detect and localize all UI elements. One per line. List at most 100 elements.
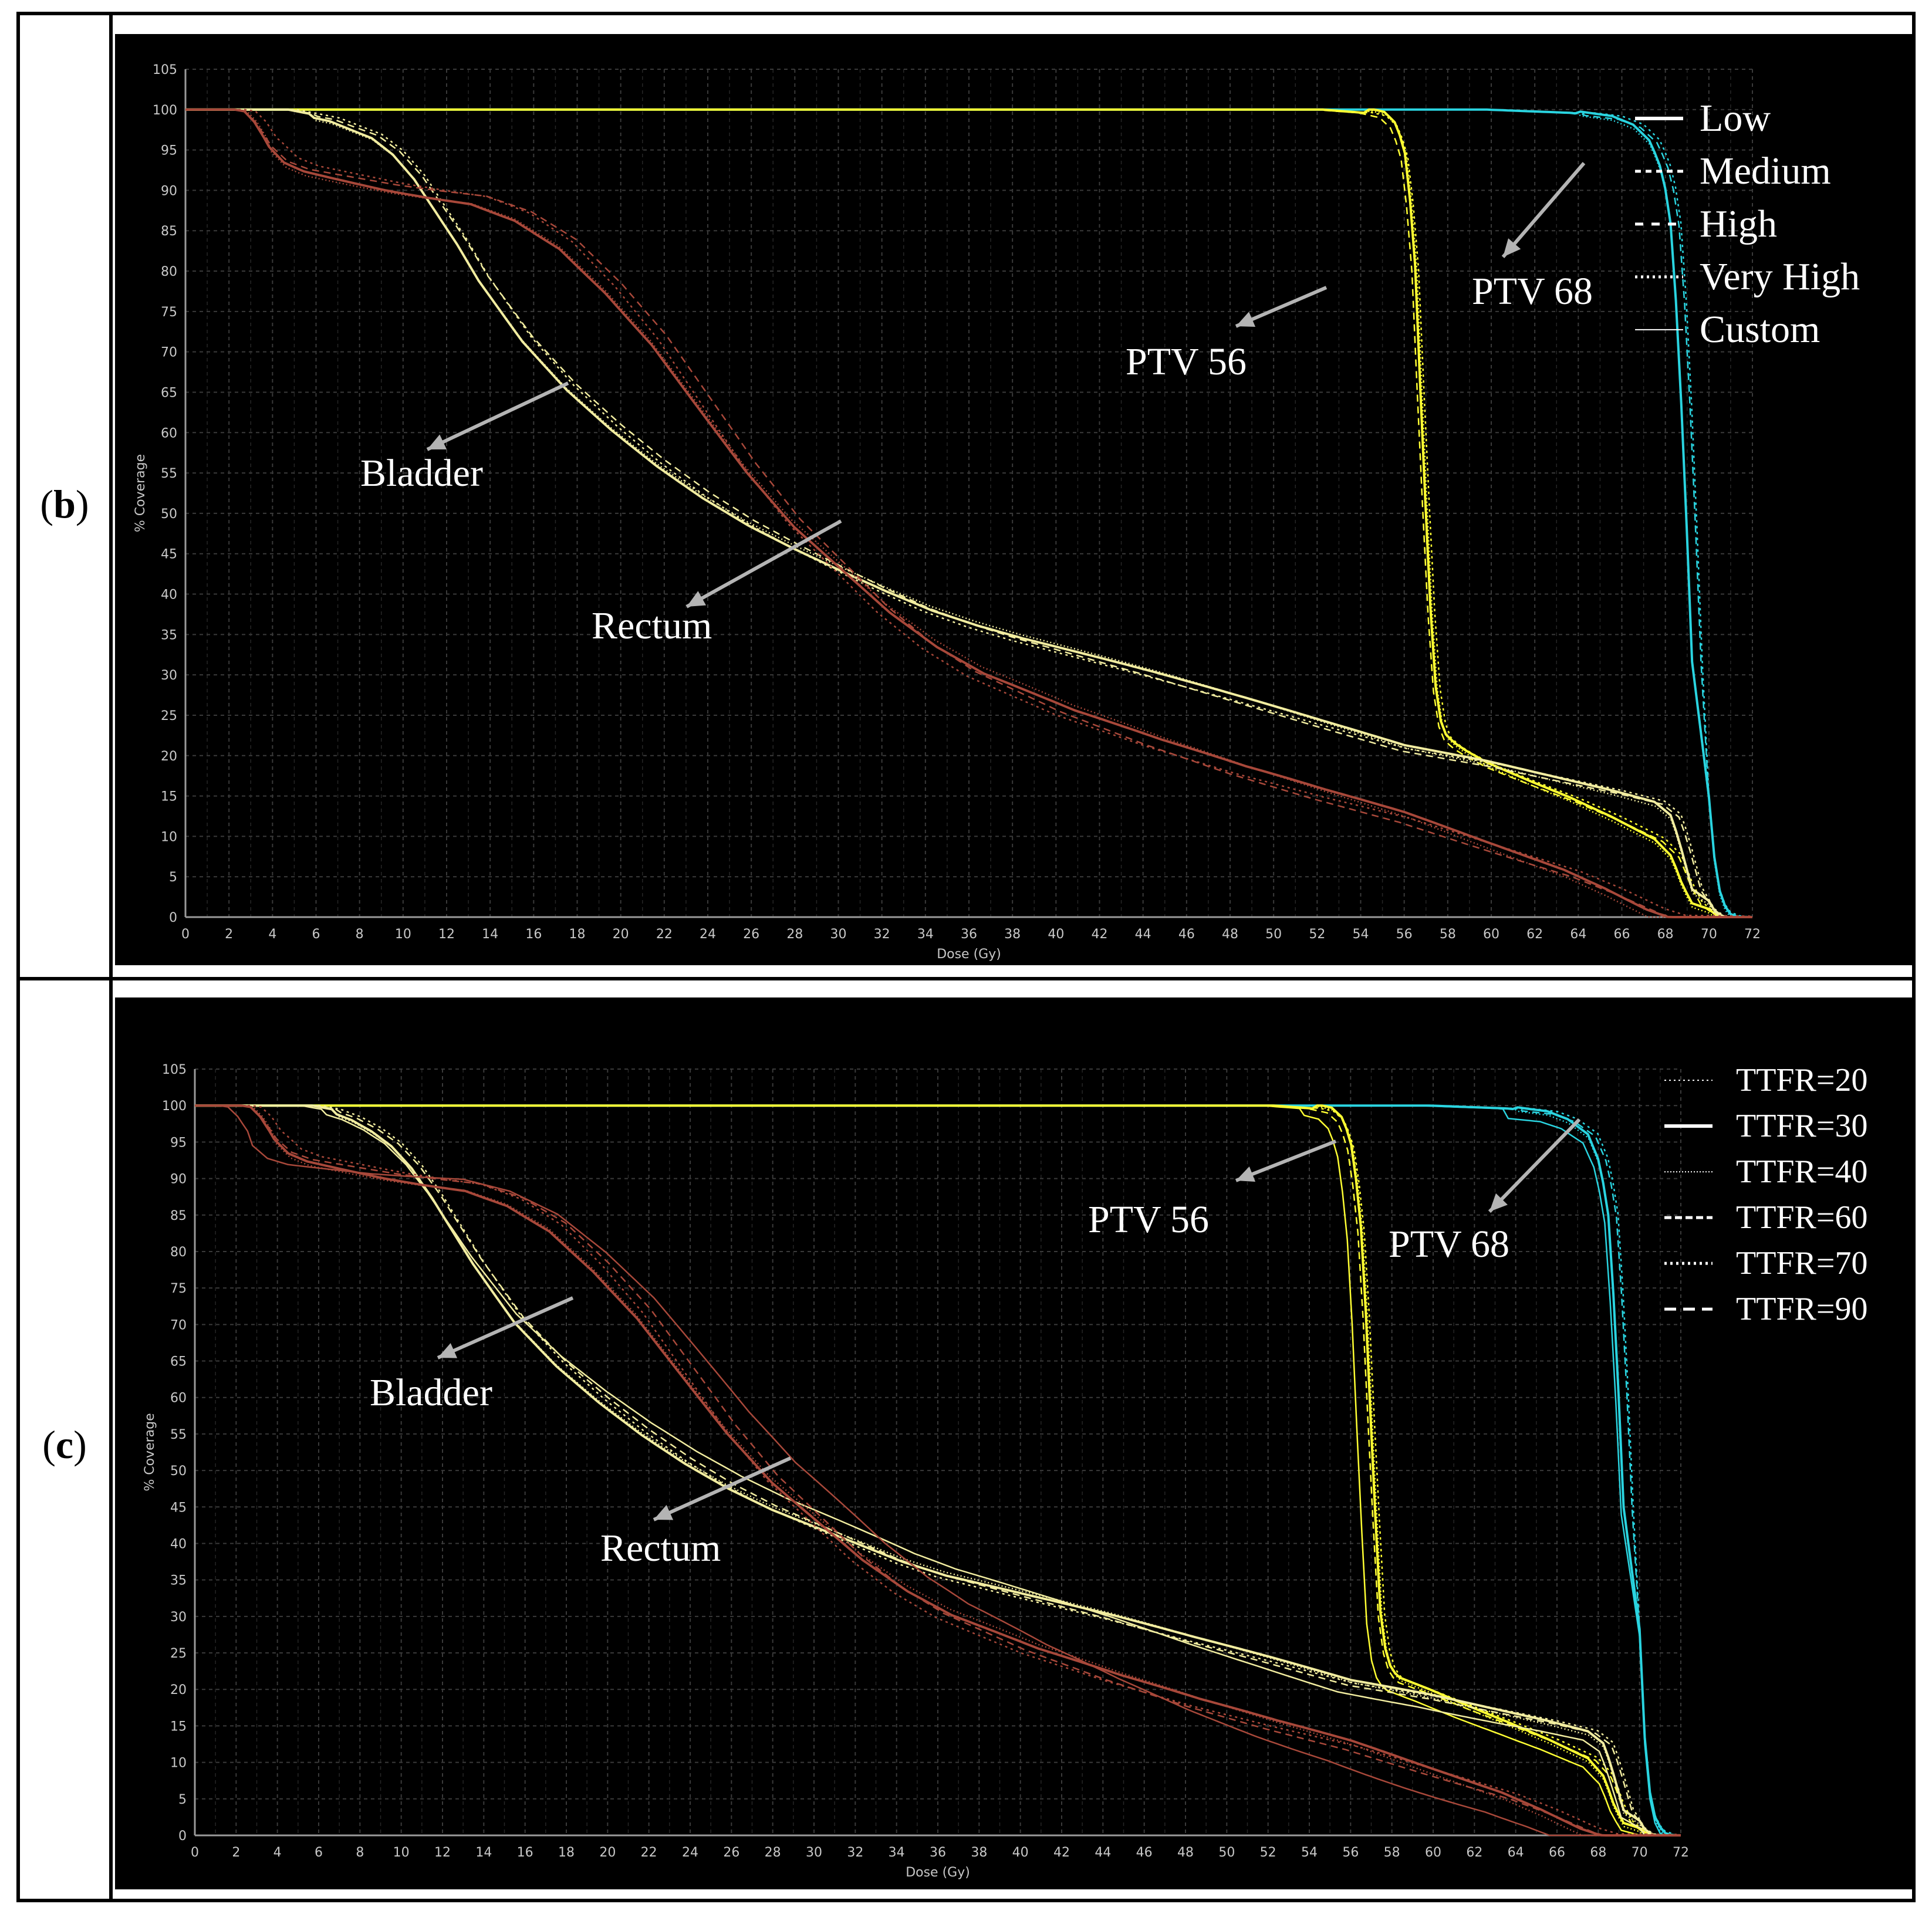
x-tick-label: 66 <box>1614 927 1630 942</box>
x-tick-label: 6 <box>315 1845 323 1860</box>
x-tick-label: 36 <box>930 1845 946 1860</box>
annotation-label: Bladder <box>360 452 483 495</box>
y-tick-label: 55 <box>170 1428 187 1442</box>
y-tick-label: 30 <box>170 1610 187 1625</box>
series-line-bladder <box>195 1104 1681 1837</box>
legend-label: High <box>1700 202 1777 245</box>
series-line-rectum <box>195 1104 1681 1837</box>
x-tick-label: 52 <box>1309 927 1325 942</box>
y-tick-label: 10 <box>170 1756 187 1771</box>
grid <box>185 69 1753 918</box>
x-tick-label: 16 <box>517 1845 533 1860</box>
annotation-label: Rectum <box>592 604 712 647</box>
annotation-label: PTV 68 <box>1389 1223 1509 1266</box>
x-tick-label: 4 <box>268 927 276 942</box>
y-tick-label: 40 <box>161 588 177 603</box>
panel-b-background <box>115 34 1913 965</box>
x-axis-label: Dose (Gy) <box>906 1865 970 1880</box>
x-tick-label: 26 <box>743 927 759 942</box>
series-rectum <box>185 108 1753 918</box>
x-tick-label: 70 <box>1701 927 1717 942</box>
x-tick-label: 8 <box>356 1845 364 1860</box>
y-tick-label: 25 <box>170 1646 187 1661</box>
arrow-shaft <box>685 519 842 608</box>
arrow-shaft <box>1501 162 1586 258</box>
y-tick-label: 10 <box>161 830 177 844</box>
y-tick-label: 100 <box>162 1099 187 1114</box>
legend-label: TTFR=60 <box>1736 1199 1868 1236</box>
y-tick-label: 80 <box>161 265 177 279</box>
x-tick-label: 56 <box>1342 1845 1359 1860</box>
legend-label: Low <box>1700 97 1771 140</box>
series-line-bladder <box>185 109 1752 918</box>
series-line-bladder <box>185 109 1752 918</box>
y-tick-label: 90 <box>170 1172 187 1187</box>
x-tick-label: 44 <box>1095 1845 1111 1860</box>
axes <box>194 1069 1681 1837</box>
legend-label: TTFR=70 <box>1736 1245 1868 1281</box>
legend-label: TTFR=40 <box>1736 1154 1868 1190</box>
x-tick-label: 30 <box>830 927 847 942</box>
y-tick-label: 55 <box>161 466 177 481</box>
legend-label: TTFR=90 <box>1736 1291 1868 1327</box>
x-tick-label: 12 <box>434 1845 451 1860</box>
annotation-label: PTV 56 <box>1126 340 1247 383</box>
y-tick-label: 60 <box>161 426 177 441</box>
y-tick-label: 105 <box>162 1063 187 1077</box>
legend: TTFR=20 TTFR=30 TTFR=40 TTFR=60 TTFR=70 TTFR=… <box>1664 1062 1868 1327</box>
series-line-ptv-56 <box>195 1104 1681 1837</box>
grid <box>194 1068 1681 1836</box>
arrow-shaft <box>426 381 569 451</box>
x-tick-label: 60 <box>1425 1845 1441 1860</box>
legend-label: Custom <box>1700 308 1820 351</box>
x-tick-label: 32 <box>874 927 890 942</box>
arrow-head <box>1503 238 1521 257</box>
x-tick-label: 10 <box>393 1845 410 1860</box>
x-tick-label: 58 <box>1384 1845 1400 1860</box>
x-tick-label: 28 <box>786 927 803 942</box>
series-line-rectum <box>195 1104 1681 1837</box>
series-line-rectum <box>185 109 1753 917</box>
annotation-arrows <box>426 162 1586 608</box>
y-tick-label: 65 <box>170 1355 187 1369</box>
legend-label: TTFR=30 <box>1736 1108 1868 1144</box>
x-tick-label: 24 <box>682 1845 698 1860</box>
axes <box>184 69 1752 918</box>
y-tick-label: 70 <box>161 346 177 360</box>
x-tick-label: 48 <box>1177 1845 1194 1860</box>
x-tick-label: 26 <box>723 1845 739 1860</box>
series-line-rectum <box>195 1104 1681 1837</box>
x-tick-label: 0 <box>181 927 190 942</box>
x-tick-label: 50 <box>1265 927 1282 942</box>
y-axis-label: % Coverage <box>133 454 148 532</box>
y-tick-label: 50 <box>161 507 177 522</box>
arrow-shaft <box>1488 1118 1581 1213</box>
x-tick-label: 62 <box>1466 1845 1482 1860</box>
x-tick-label: 4 <box>273 1845 282 1860</box>
arrow-head <box>438 1343 458 1358</box>
y-tick-label: 35 <box>161 628 177 642</box>
legend-label: Medium <box>1700 150 1831 192</box>
x-tick-label: 64 <box>1570 927 1586 942</box>
x-tick-label: 66 <box>1549 1845 1565 1860</box>
y-tick-label: 50 <box>170 1464 187 1479</box>
legend-label: TTFR=20 <box>1736 1062 1868 1098</box>
y-tick-label: 5 <box>178 1793 187 1807</box>
y-tick-label: 45 <box>170 1500 187 1515</box>
y-tick-label: 35 <box>170 1574 187 1588</box>
y-tick-label: 95 <box>170 1135 187 1150</box>
series-line-ptv-56 <box>185 109 1752 918</box>
x-tick-label: 42 <box>1092 927 1108 942</box>
x-tick-label: 54 <box>1353 927 1369 942</box>
x-tick-label: 50 <box>1218 1845 1235 1860</box>
x-tick-label: 68 <box>1590 1845 1606 1860</box>
x-tick-label: 68 <box>1657 927 1674 942</box>
label-column-divider <box>109 12 113 1902</box>
annotation-label: PTV 56 <box>1088 1198 1209 1241</box>
y-tick-label: 15 <box>161 790 177 804</box>
x-tick-label: 64 <box>1508 1845 1524 1860</box>
x-tick-label: 48 <box>1222 927 1238 942</box>
series-bladder <box>185 108 1753 918</box>
chart-panel-c: 0 2 4 6 8 10 12 14 16 18 20 22 24 26 28 30 32 34 36 38 40 42 4… <box>143 1062 1868 1880</box>
y-tick-label: 90 <box>161 184 177 198</box>
